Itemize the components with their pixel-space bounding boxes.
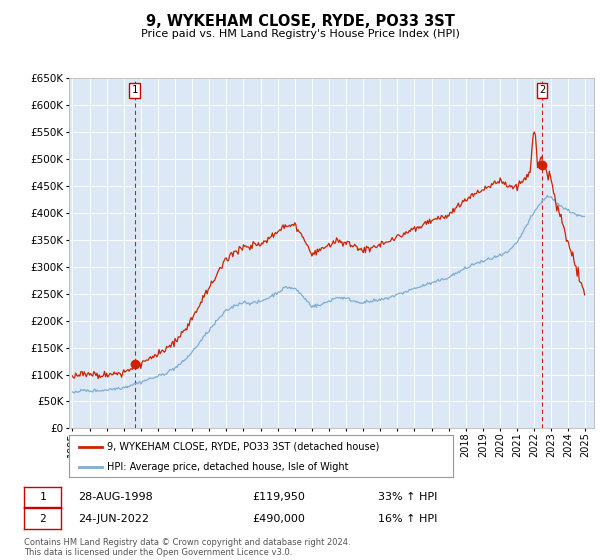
Text: 9, WYKEHAM CLOSE, RYDE, PO33 3ST: 9, WYKEHAM CLOSE, RYDE, PO33 3ST (146, 14, 454, 29)
Text: Contains HM Land Registry data © Crown copyright and database right 2024.: Contains HM Land Registry data © Crown c… (24, 538, 350, 547)
Text: 2: 2 (539, 85, 545, 95)
Text: 33% ↑ HPI: 33% ↑ HPI (378, 492, 437, 502)
Text: 1: 1 (39, 492, 46, 502)
Text: £490,000: £490,000 (252, 514, 305, 524)
Text: 9, WYKEHAM CLOSE, RYDE, PO33 3ST (detached house): 9, WYKEHAM CLOSE, RYDE, PO33 3ST (detach… (107, 442, 380, 452)
Text: This data is licensed under the Open Government Licence v3.0.: This data is licensed under the Open Gov… (24, 548, 292, 557)
Text: Price paid vs. HM Land Registry's House Price Index (HPI): Price paid vs. HM Land Registry's House … (140, 29, 460, 39)
Text: 16% ↑ HPI: 16% ↑ HPI (378, 514, 437, 524)
Text: 2: 2 (39, 514, 46, 524)
Text: 28-AUG-1998: 28-AUG-1998 (78, 492, 153, 502)
Text: £119,950: £119,950 (252, 492, 305, 502)
Text: 24-JUN-2022: 24-JUN-2022 (78, 514, 149, 524)
Text: 1: 1 (131, 85, 138, 95)
Text: HPI: Average price, detached house, Isle of Wight: HPI: Average price, detached house, Isle… (107, 461, 349, 472)
